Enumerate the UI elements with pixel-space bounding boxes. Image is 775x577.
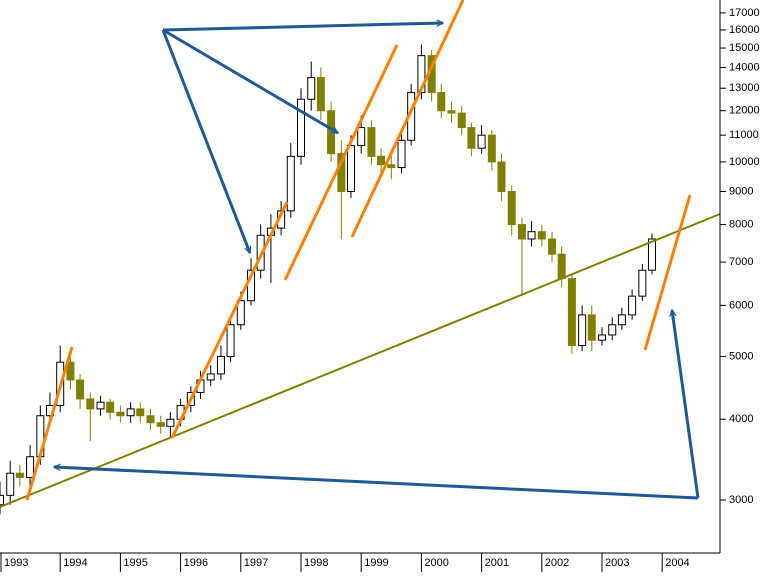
arrow xyxy=(672,310,700,499)
y-tick-label: 13000 xyxy=(729,82,760,94)
candle-body xyxy=(457,112,466,129)
orange-line xyxy=(170,201,289,439)
arrow xyxy=(162,28,338,135)
x-tick-label: 1995 xyxy=(123,557,147,569)
candle-body xyxy=(206,373,215,381)
y-tick-label: 8000 xyxy=(729,218,753,230)
candle-body xyxy=(647,238,656,271)
x-tick-label: 2001 xyxy=(485,557,509,569)
candle-body xyxy=(497,161,506,193)
candle-body xyxy=(357,127,366,147)
orange-line xyxy=(283,44,399,281)
candle-body xyxy=(537,231,546,240)
x-tick-label: 2003 xyxy=(605,557,629,569)
x-tick-label: 2000 xyxy=(424,557,448,569)
candle-body xyxy=(467,127,476,149)
candle-body xyxy=(548,238,557,255)
candle-body xyxy=(15,472,24,479)
orange-lines xyxy=(25,0,692,501)
y-tick-label: 5000 xyxy=(729,350,753,362)
candle-body xyxy=(26,456,35,479)
candle-body xyxy=(126,408,135,417)
trend-line xyxy=(0,213,721,508)
plot xyxy=(0,44,656,515)
arrow xyxy=(54,467,699,500)
y-tick-label: 7000 xyxy=(729,256,753,268)
y-tick-label: 6000 xyxy=(729,299,753,311)
candle-body xyxy=(116,411,125,417)
candle-body xyxy=(286,155,295,212)
candle-body xyxy=(578,314,587,347)
arrow xyxy=(162,23,443,32)
y-tick-label: 17000 xyxy=(729,7,760,19)
y-tick-label: 15000 xyxy=(729,42,760,54)
y-tick-label: 10000 xyxy=(729,156,760,168)
candle-body xyxy=(76,379,85,400)
candle-body xyxy=(567,278,576,347)
candle-body xyxy=(387,164,396,169)
candle-body xyxy=(136,408,145,417)
orange-line xyxy=(350,0,465,238)
candle-body xyxy=(146,415,155,424)
candle-body xyxy=(216,356,225,375)
x-tick-label: 1993 xyxy=(4,557,28,569)
candle-body xyxy=(617,314,626,326)
candle-body xyxy=(96,401,105,410)
arrow xyxy=(161,29,252,253)
candle-body xyxy=(316,77,325,112)
candle-body xyxy=(447,110,456,114)
candle-body xyxy=(598,334,607,341)
candle-body xyxy=(628,295,637,316)
candle-body xyxy=(527,231,536,240)
orange-line xyxy=(25,346,74,501)
candle-body xyxy=(6,472,15,496)
y-tick-label: 4000 xyxy=(729,413,753,425)
x-tick-label: 2002 xyxy=(545,557,569,569)
candle-body xyxy=(417,55,426,94)
candle-body xyxy=(166,418,175,427)
annotations xyxy=(0,0,721,508)
candle-body xyxy=(557,253,566,280)
y-tick-label: 11000 xyxy=(729,129,759,141)
candle-body xyxy=(156,422,165,427)
blue-arrows xyxy=(54,23,700,500)
candle-body xyxy=(297,98,306,157)
candle-body xyxy=(397,139,406,169)
y-tick-label: 16000 xyxy=(729,24,760,36)
candle-body xyxy=(66,361,75,381)
candle-body xyxy=(507,191,516,226)
y-tick-label: 9000 xyxy=(729,185,753,197)
candle-body xyxy=(517,224,526,240)
candle-body xyxy=(106,401,115,413)
candle-body xyxy=(437,92,446,112)
candle-body xyxy=(327,110,336,155)
candle-body xyxy=(236,300,245,326)
candle-body xyxy=(346,145,355,193)
candle-body xyxy=(587,314,596,341)
x-tick-label: 1998 xyxy=(304,557,328,569)
x-tick-label: 1999 xyxy=(364,557,388,569)
y-tick-label: 14000 xyxy=(729,61,760,73)
candle-body xyxy=(226,324,235,358)
x-tick-label: 1994 xyxy=(63,557,87,569)
candle-body xyxy=(487,134,496,163)
orange-line xyxy=(643,194,692,351)
candle-body xyxy=(0,494,4,506)
candle-body xyxy=(638,269,647,297)
candle-body xyxy=(307,77,316,100)
x-tick-label: 1996 xyxy=(184,557,208,569)
candle-body xyxy=(86,398,95,410)
y-tick-label: 12000 xyxy=(729,105,760,117)
candle-body xyxy=(377,155,386,166)
candle-body xyxy=(367,127,376,157)
candle-body xyxy=(477,134,486,149)
candle-body xyxy=(608,324,617,336)
x-tick-label: 2004 xyxy=(665,557,689,569)
x-tick-label: 1997 xyxy=(244,557,268,569)
y-tick-label: 3000 xyxy=(729,494,753,506)
